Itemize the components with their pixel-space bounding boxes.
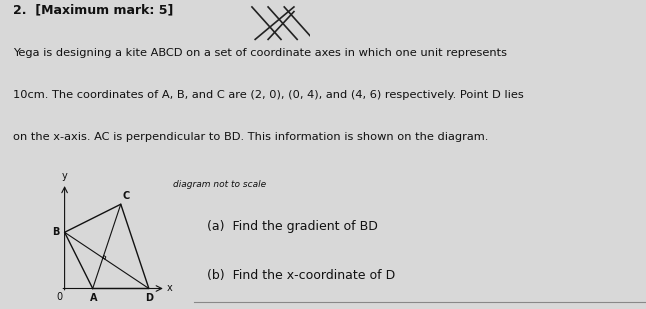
Text: Yega is designing a kite ABCD on a set of coordinate axes in which one unit repr: Yega is designing a kite ABCD on a set o… [13, 48, 507, 58]
Text: 0: 0 [56, 292, 63, 302]
Text: y: y [62, 171, 67, 181]
Text: B: B [52, 227, 59, 237]
Text: (b)  Find the x-coordinate of D: (b) Find the x-coordinate of D [207, 269, 395, 282]
Text: on the x-axis. AC is perpendicular to BD. This information is shown on the diagr: on the x-axis. AC is perpendicular to BD… [13, 132, 488, 142]
Text: diagram not to scale: diagram not to scale [173, 180, 266, 189]
Text: 2.  [Maximum mark: 5]: 2. [Maximum mark: 5] [13, 4, 173, 17]
Text: A: A [90, 294, 97, 303]
Text: x: x [167, 283, 173, 294]
Text: D: D [145, 294, 153, 303]
Text: 10cm. The coordinates of A, B, and C are (2, 0), (0, 4), and (4, 6) respectively: 10cm. The coordinates of A, B, and C are… [13, 90, 524, 100]
Text: (a)  Find the gradient of BD: (a) Find the gradient of BD [207, 220, 378, 233]
Text: C: C [123, 191, 130, 201]
